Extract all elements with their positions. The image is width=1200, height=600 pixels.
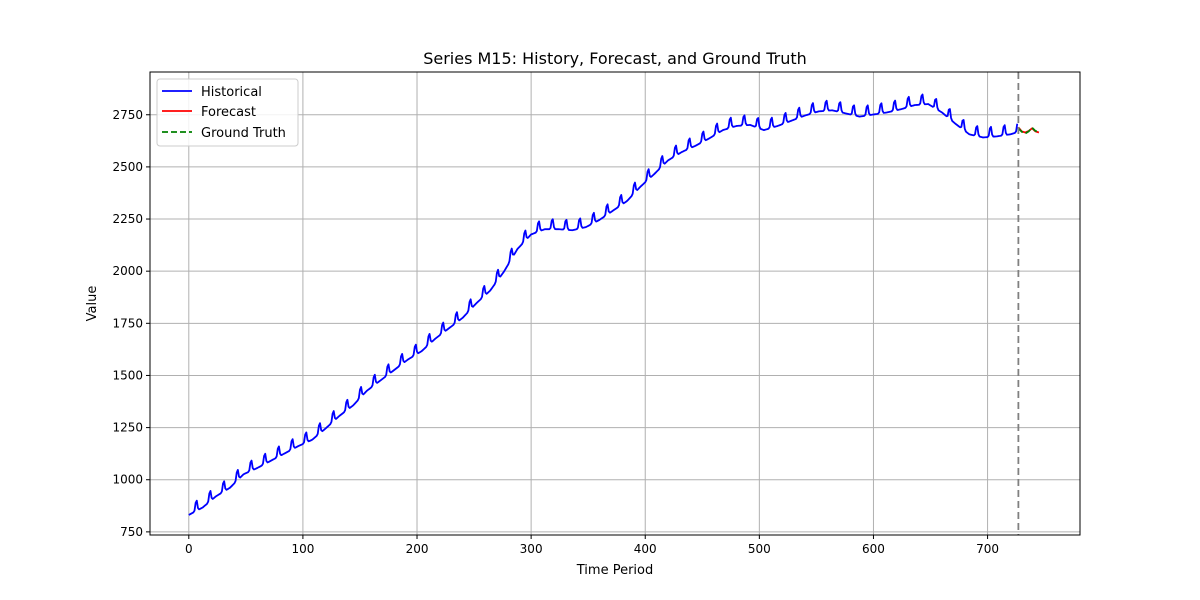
y-tick-label: 2250 xyxy=(112,212,143,226)
x-tick-label: 700 xyxy=(976,542,999,556)
series-line-historical xyxy=(188,93,1019,516)
y-tick-label: 2000 xyxy=(112,264,143,278)
legend-box xyxy=(156,78,299,147)
x-tick-label: 500 xyxy=(748,542,771,556)
x-tick-label: 600 xyxy=(862,542,885,556)
y-tick-label: 2750 xyxy=(112,108,143,122)
chart-title: Series M15: History, Forecast, and Groun… xyxy=(423,49,807,68)
y-axis-label: Value xyxy=(85,286,100,322)
plot-lines xyxy=(188,72,1040,535)
y-tick-label: 1750 xyxy=(112,316,143,330)
legend-label-ground-truth: Ground Truth xyxy=(201,126,286,141)
legend: Historical Forecast Ground Truth xyxy=(156,78,299,147)
x-tick-label: 100 xyxy=(291,542,314,556)
series-line-ground-truth xyxy=(1017,126,1040,135)
axis-ticks: 0 100 200 300 400 500 600 700 750 1000 1250 1500 175… xyxy=(112,108,999,556)
y-tick-label: 1000 xyxy=(112,473,143,487)
x-tick-label: 400 xyxy=(634,542,657,556)
y-tick-label: 1250 xyxy=(112,421,143,435)
y-tick-label: 2500 xyxy=(112,160,143,174)
x-tick-label: 0 xyxy=(185,542,193,556)
x-tick-label: 300 xyxy=(520,542,543,556)
x-axis-label: Time Period xyxy=(576,563,653,578)
y-tick-label: 1500 xyxy=(112,368,143,382)
y-tick-label: 750 xyxy=(120,525,143,539)
legend-label-forecast: Forecast xyxy=(201,105,256,120)
plot-frame xyxy=(149,71,1081,536)
legend-label-historical: Historical xyxy=(201,85,262,100)
grid xyxy=(150,72,1080,535)
x-tick-label: 200 xyxy=(406,542,429,556)
